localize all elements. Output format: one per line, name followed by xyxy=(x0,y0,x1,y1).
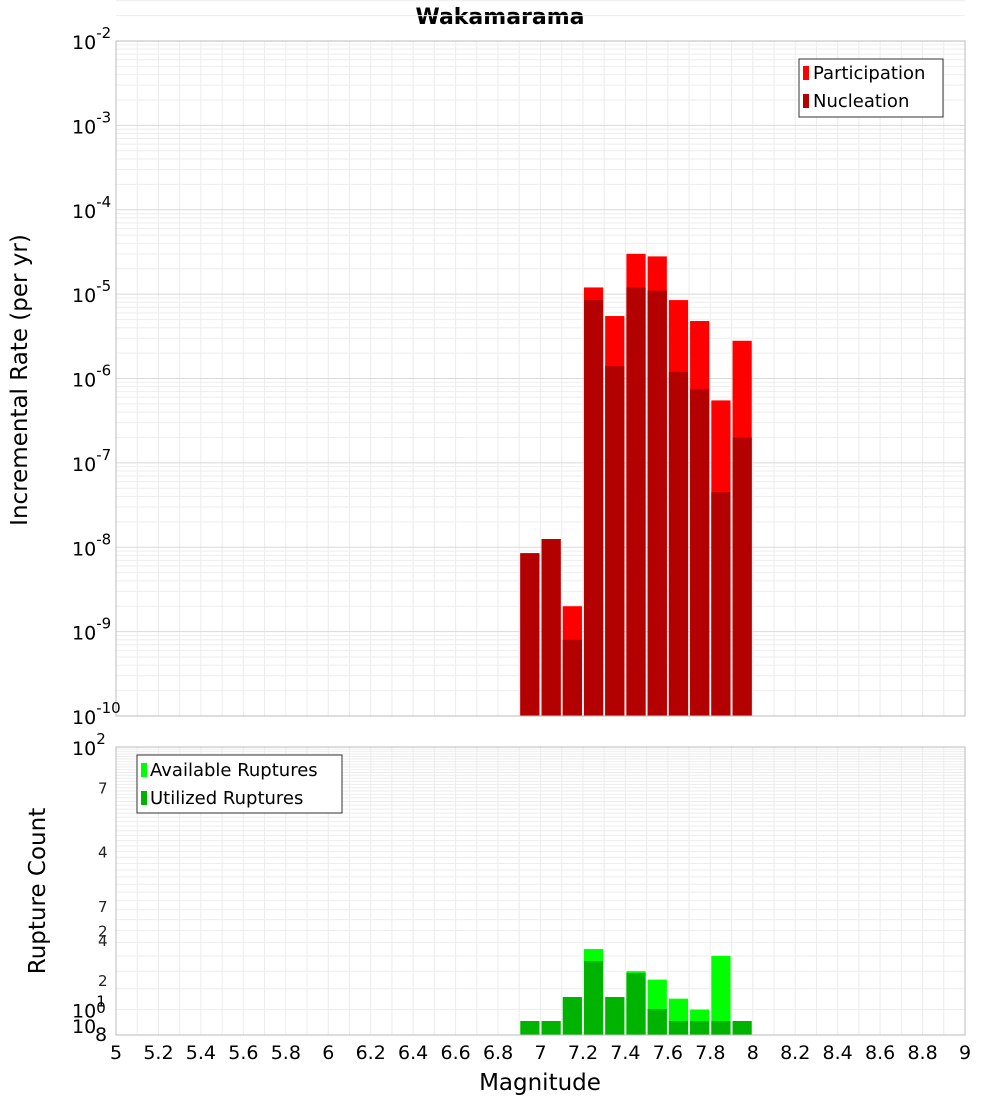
x-tick-label: 7.6 xyxy=(653,1042,683,1064)
legend-swatch xyxy=(803,94,809,108)
nucleation-bar xyxy=(732,437,752,716)
nucleation-bar xyxy=(583,300,604,716)
utilized-bar xyxy=(711,1021,731,1035)
x-tick-label: 6.2 xyxy=(356,1042,386,1064)
y-tick-label: 10-5 xyxy=(72,277,111,307)
x-tick-label: 5.4 xyxy=(186,1042,216,1064)
utilized-bar xyxy=(647,1009,667,1035)
count-bars xyxy=(520,949,752,1035)
y-tick-label: 10-9 xyxy=(72,615,111,645)
x-tick-label: 6.4 xyxy=(398,1042,428,1064)
x-tick-label: 8.4 xyxy=(823,1042,853,1064)
x-tick-label: 5.2 xyxy=(143,1042,173,1064)
count-y-axis-label: Rupture Count xyxy=(25,808,51,974)
y-tick-label: 8 xyxy=(95,1024,107,1046)
rate-y-axis-label: Incremental Rate (per yr) xyxy=(7,234,33,526)
rate-bars xyxy=(520,253,752,716)
available-bar xyxy=(711,955,731,1035)
x-tick-label: 8.8 xyxy=(907,1042,937,1064)
rate-legend: Participation Nucleation xyxy=(798,58,944,118)
utilized-bar xyxy=(690,1021,710,1035)
x-tick-label: 8.6 xyxy=(865,1042,895,1064)
x-tick-label: 8 xyxy=(747,1042,759,1064)
count-plot-frame xyxy=(115,746,966,1036)
y-minor-tick-label: 2 xyxy=(98,972,108,990)
rate-y-ticks: 10-10 10-9 10-8 10-7 10-6 10-5 10-4 10-3 10-2 xyxy=(72,24,121,729)
nucleation-bar xyxy=(668,371,689,716)
rate-grid xyxy=(115,0,966,717)
x-tick-label: 5.8 xyxy=(271,1042,301,1064)
legend-label: Participation xyxy=(813,63,925,84)
x-tick-label: 7.4 xyxy=(610,1042,640,1064)
legend-swatch xyxy=(141,791,147,805)
y-minor-tick-label: 4 xyxy=(98,843,108,861)
nucleation-bar xyxy=(690,389,710,716)
utilized-bar xyxy=(562,997,582,1035)
nucleation-bar xyxy=(647,290,667,716)
y-minor-tick-label: 7 xyxy=(98,780,108,798)
nucleation-bar xyxy=(711,492,731,716)
y-tick-label: 10-10 xyxy=(72,699,121,729)
legend-box xyxy=(798,58,944,118)
x-tick-label: 8.2 xyxy=(780,1042,810,1064)
nucleation-bar xyxy=(541,539,561,716)
nucleation-bar xyxy=(520,553,540,716)
rate-panel: 10-10 10-9 10-8 10-7 10-6 10-5 10-4 10-3 10-2 Inc… xyxy=(7,0,966,729)
legend-swatch xyxy=(141,763,147,777)
legend-label: Available Ruptures xyxy=(150,760,318,781)
nucleation-bar xyxy=(626,287,646,716)
y-tick-label: 10-8 xyxy=(72,530,111,560)
legend-label: Utilized Ruptures xyxy=(150,788,303,809)
legend-label: Nucleation xyxy=(813,91,909,112)
x-tick-label: 7.2 xyxy=(568,1042,598,1064)
rate-plot-frame xyxy=(115,40,966,717)
x-tick-label: 6.8 xyxy=(483,1042,513,1064)
y-tick-label: 10-2 xyxy=(72,24,111,54)
utilized-bar xyxy=(541,1021,561,1035)
x-tick-label: 9 xyxy=(959,1042,971,1064)
y-minor-tick-label: 2 xyxy=(98,923,108,941)
utilized-bar xyxy=(626,973,646,1035)
legend-box xyxy=(136,754,343,814)
y-tick-label: 10-4 xyxy=(72,193,111,223)
utilized-bar xyxy=(605,997,625,1035)
utilized-bar xyxy=(520,1021,540,1035)
utilized-bar xyxy=(732,1021,752,1035)
x-tick-label: 7 xyxy=(534,1042,546,1064)
y-tick-label: 10-7 xyxy=(72,446,111,476)
x-tick-label: 6.6 xyxy=(440,1042,470,1064)
count-legend: Available Ruptures Utilized Ruptures xyxy=(136,754,343,814)
nucleation-bar xyxy=(562,639,582,716)
utilized-bar xyxy=(583,961,604,1035)
x-tick-label: 6 xyxy=(322,1042,334,1064)
y-tick-label: 100 xyxy=(72,999,106,1038)
y-tick-label: 10-6 xyxy=(72,362,111,392)
x-tick-label: 7.8 xyxy=(695,1042,725,1064)
y-tick-label: 10-3 xyxy=(72,108,111,138)
y-minor-tick-label: 7 xyxy=(98,898,108,916)
x-ticks: 5 5.2 5.4 5.6 5.8 6 6.2 6.4 6.6 6.8 7 7.2 7.4 7.6 7.8 8… xyxy=(110,1042,971,1064)
x-tick-label: 5 xyxy=(110,1042,122,1064)
utilized-bar xyxy=(668,1021,689,1035)
y-tick-label: 101 xyxy=(72,993,106,1023)
y-tick-label: 102 xyxy=(72,730,106,760)
x-tick-label: 5.6 xyxy=(228,1042,258,1064)
nucleation-bar xyxy=(605,366,625,716)
legend-swatch xyxy=(803,66,809,80)
chart-title: Wakamarama xyxy=(415,5,584,30)
x-axis-label: Magnitude xyxy=(479,1070,601,1096)
y-minor-tick-label: 4 xyxy=(98,932,108,950)
